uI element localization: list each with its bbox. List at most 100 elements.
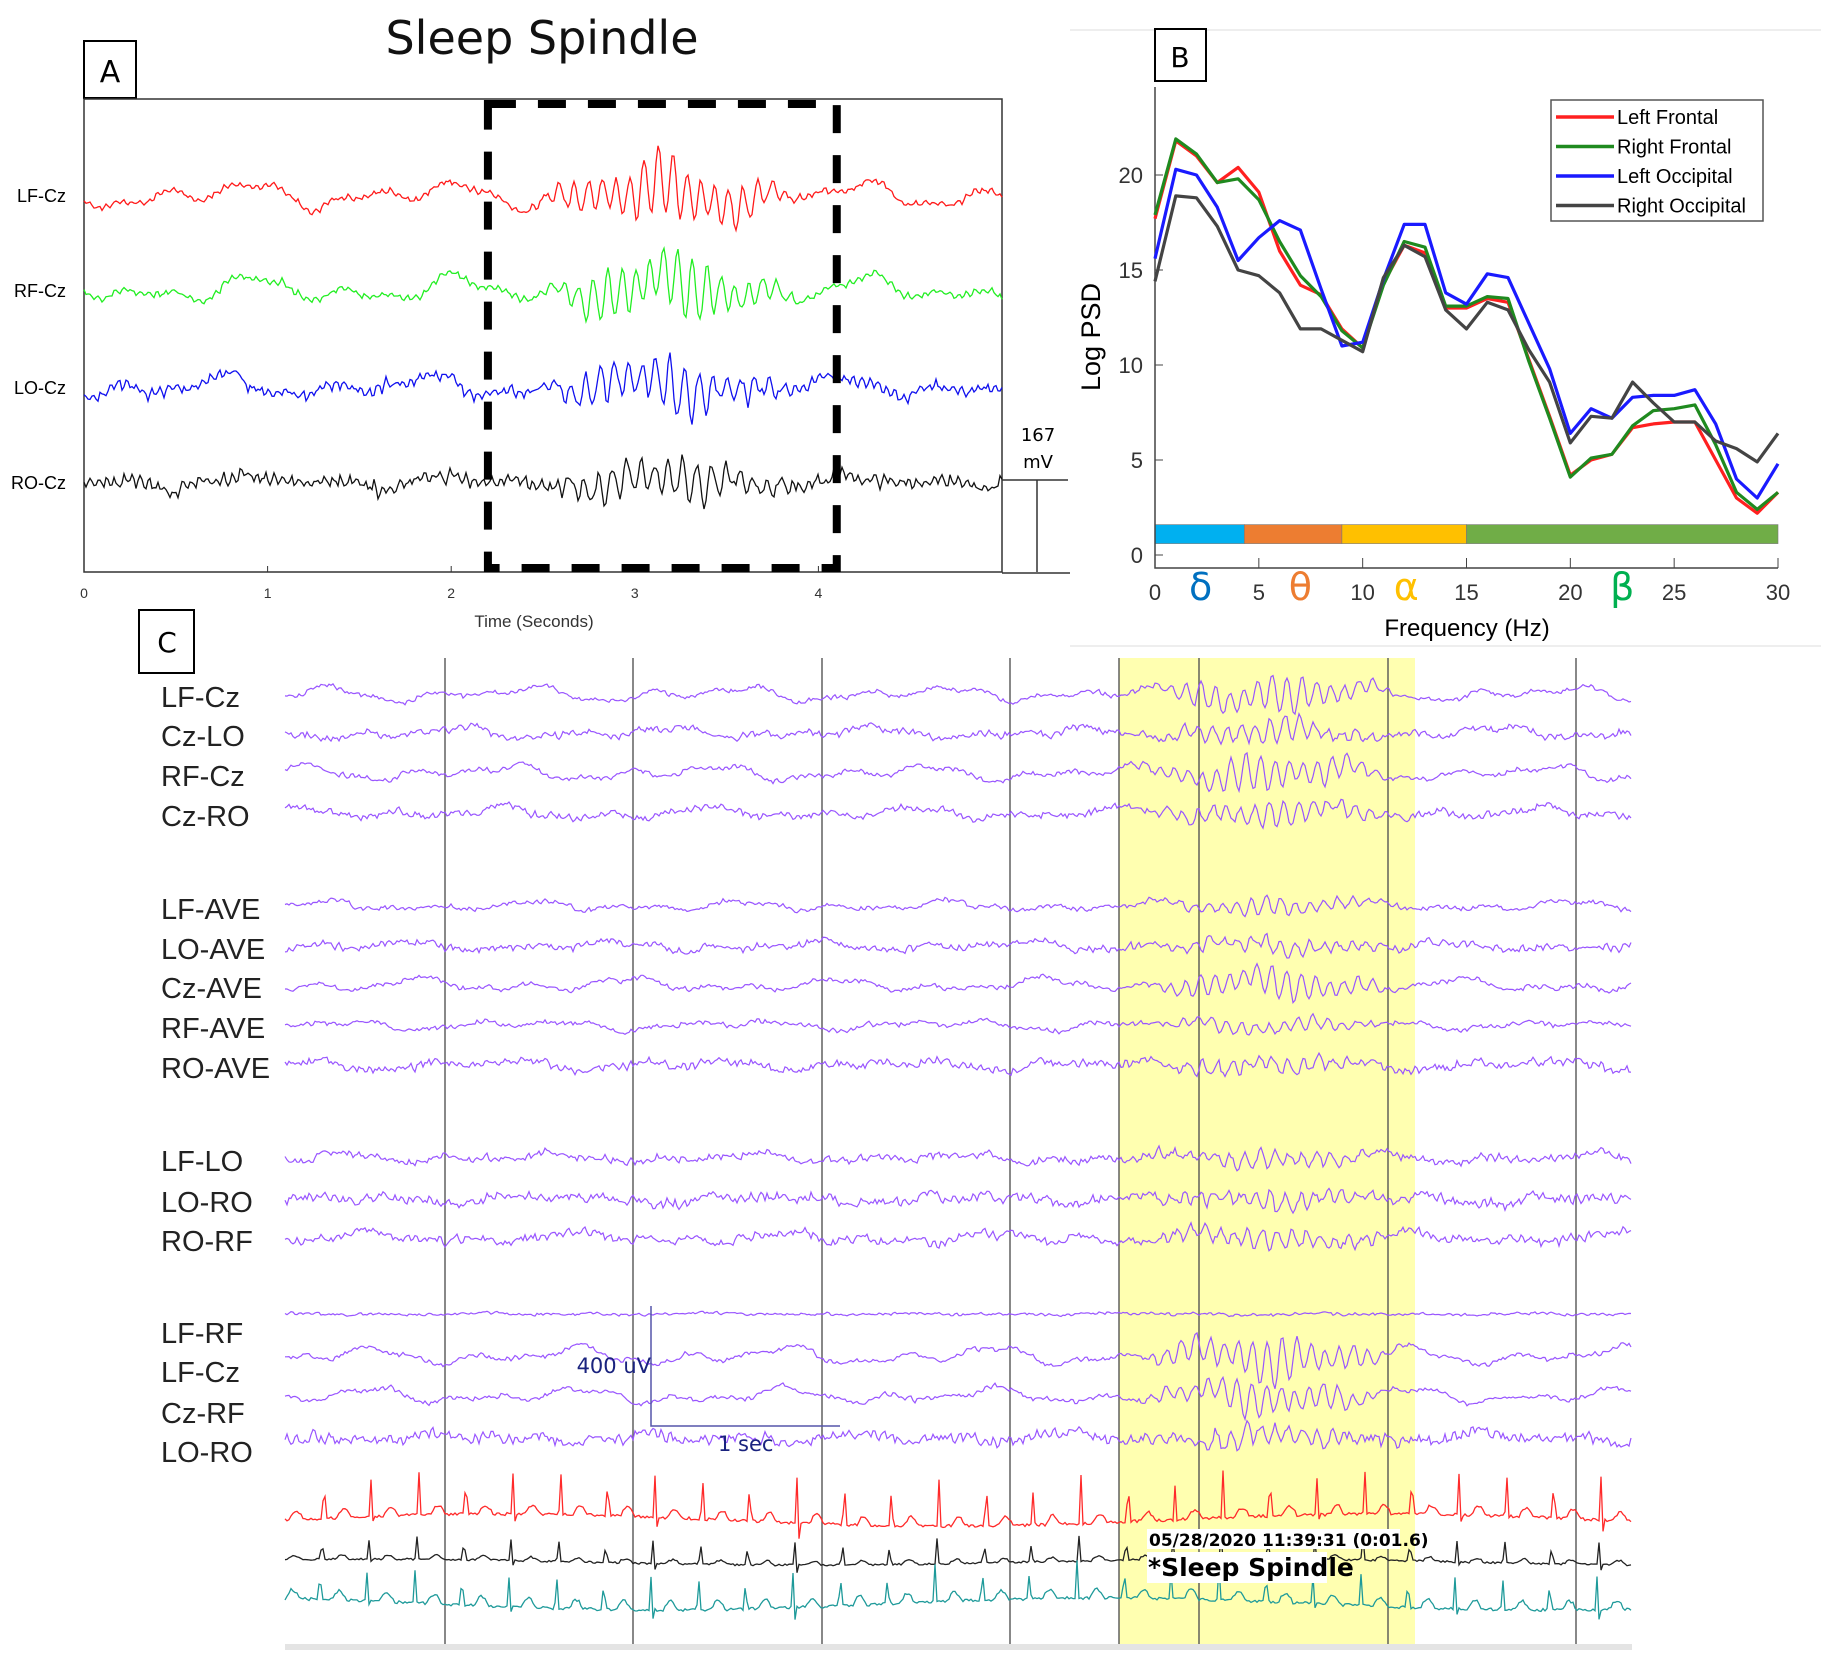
event-label-background [1147, 1552, 1327, 1583]
eeg-trace [284, 751, 1632, 794]
timestamp-background [1147, 1529, 1400, 1549]
channel-label: RO-RF [161, 1226, 253, 1258]
channel-label: LF-Cz [161, 1357, 240, 1389]
panel-a-x-ticks: 0 1 2 3 4 [80, 566, 823, 601]
channel-label: RF-Cz [161, 761, 245, 793]
panel-a-x-tick-label: 4 [815, 585, 823, 601]
event-label: *Sleep Spindle [1148, 1553, 1354, 1582]
eeg-trace [285, 1331, 1632, 1389]
channel-label: LO-RO [161, 1187, 253, 1219]
x-tick-label: 10 [1350, 580, 1374, 605]
panel-c-scrollbar[interactable] [285, 1644, 1632, 1650]
ecg-trace [284, 1560, 1632, 1620]
panel-a-channel-labels: LF-Cz RF-Cz LO-Cz RO-Cz [11, 186, 66, 493]
channel-label: Cz-RF [161, 1398, 245, 1430]
eeg-trace [284, 1375, 1632, 1422]
event-timestamp: 05/28/2020 11:39:31 (0:01.6) [1149, 1531, 1429, 1551]
panel-c-ecg-traces [284, 1470, 1632, 1620]
y-tick-label: 15 [1119, 258, 1143, 283]
channel-label: LF-Cz [161, 682, 240, 714]
eeg-trace [284, 1051, 1632, 1078]
amplitude-scale-unit: mV [1023, 452, 1054, 473]
panel-b: δ θ α β 0 5 10 15 20 0 5 10 15 20 25 30 B Log PSD Freq… [1070, 28, 1821, 647]
channel-label: LF-RF [161, 1318, 243, 1350]
panel-a-x-tick-label: 1 [264, 585, 272, 601]
legend-entry: Right Occipital [1617, 196, 1746, 218]
panel-a-trace-rf-cz [83, 245, 1003, 325]
panel-c-eeg-traces [284, 674, 1632, 1452]
panel-c-channel-labels: LF-Cz Cz-LO RF-Cz Cz-RO LF-AVE LO-AVE Cz-AVE RF… [161, 682, 270, 1469]
legend-box [1550, 99, 1764, 222]
panel-a-x-tick-label: 0 [80, 585, 88, 601]
eeg-trace [284, 712, 1632, 746]
eeg-trace [285, 962, 1632, 1004]
panel-a-channel-label: LF-Cz [17, 186, 66, 206]
legend-entry: Left Frontal [1617, 107, 1718, 129]
psd-lines [1153, 137, 1780, 515]
band-segment [1466, 524, 1779, 544]
x-tick-label: 5 [1253, 580, 1265, 605]
panel-a-trace-lf-cz [83, 145, 1003, 233]
eeg-trace [284, 894, 1632, 918]
channel-label: RF-AVE [161, 1013, 265, 1045]
panel-b-label: B [1170, 41, 1189, 74]
panel-a-channel-label: LO-Cz [14, 378, 66, 398]
ecg-trace [284, 1470, 1632, 1539]
panel-a-trace-ro-cz [83, 454, 1003, 510]
band-segment [1243, 524, 1343, 544]
psd-line-left-occipital [1153, 167, 1780, 500]
x-tick-label: 25 [1662, 580, 1686, 605]
ecg-trace [284, 1535, 1632, 1573]
band-symbol: θ [1289, 565, 1312, 609]
band-symbol: δ [1189, 565, 1212, 609]
channel-label: Cz-LO [161, 721, 245, 753]
panel-a-plot-frame [83, 98, 1003, 573]
eeg-scale-bar [650, 1306, 840, 1427]
panel-a-trace-lo-cz [83, 352, 1003, 425]
panel-a-x-tick-label: 3 [631, 585, 639, 601]
eeg-scale-time: 1 sec [718, 1432, 773, 1456]
figure-title: Sleep Spindle [385, 11, 698, 65]
eeg-trace [284, 1310, 1632, 1318]
panel-a: Sleep Spindle A LF-Cz RF-Cz LO-Cz RO-Cz 0 1 2… [11, 11, 1070, 631]
panel-b-label-box [1154, 28, 1207, 82]
channel-label: Cz-RO [161, 801, 250, 833]
y-tick-label: 0 [1131, 543, 1143, 568]
x-tick-label: 30 [1766, 580, 1790, 605]
band-symbol: β [1610, 565, 1634, 609]
panel-c-label-box [138, 609, 195, 674]
psd-line-right-frontal [1153, 137, 1780, 511]
eeg-trace [284, 1187, 1632, 1215]
eeg-trace [284, 798, 1632, 830]
y-tick-label: 10 [1119, 353, 1143, 378]
panel-c-label: C [157, 626, 177, 659]
channel-label: RO-AVE [161, 1053, 270, 1085]
band-segment [1341, 524, 1467, 544]
x-tick-label: 0 [1149, 580, 1161, 605]
channel-label: LO-RO [161, 1437, 253, 1469]
legend-entry: Right Frontal [1617, 137, 1732, 159]
channel-label: LO-AVE [161, 934, 265, 966]
panel-b-axes: 0 5 10 15 20 0 5 10 15 20 25 30 [1119, 87, 1790, 605]
channel-label: Cz-AVE [161, 973, 262, 1005]
legend-entry: Left Occipital [1617, 166, 1733, 188]
amplitude-scale-bar [1002, 479, 1070, 574]
panel-b-y-axis-label: Log PSD [1076, 283, 1106, 391]
eeg-trace [284, 1144, 1632, 1172]
eeg-trace [284, 1012, 1632, 1036]
band-symbol: α [1394, 565, 1419, 609]
x-tick-label: 20 [1558, 580, 1582, 605]
eeg-trace [284, 1419, 1632, 1452]
panel-a-x-axis-label: Time (Seconds) [474, 612, 593, 631]
y-tick-label: 20 [1119, 163, 1143, 188]
eeg-trace [284, 932, 1632, 959]
spindle-highlight-dashed-box [483, 100, 841, 572]
eeg-trace [284, 1221, 1632, 1252]
psd-legend: Left Frontal Right Frontal Left Occipital R… [1550, 99, 1764, 222]
panel-b-x-axis-label: Frequency (Hz) [1384, 615, 1549, 642]
band-segment [1154, 524, 1245, 544]
panel-a-channel-label: RO-Cz [11, 473, 66, 493]
channel-label: LF-LO [161, 1146, 243, 1178]
